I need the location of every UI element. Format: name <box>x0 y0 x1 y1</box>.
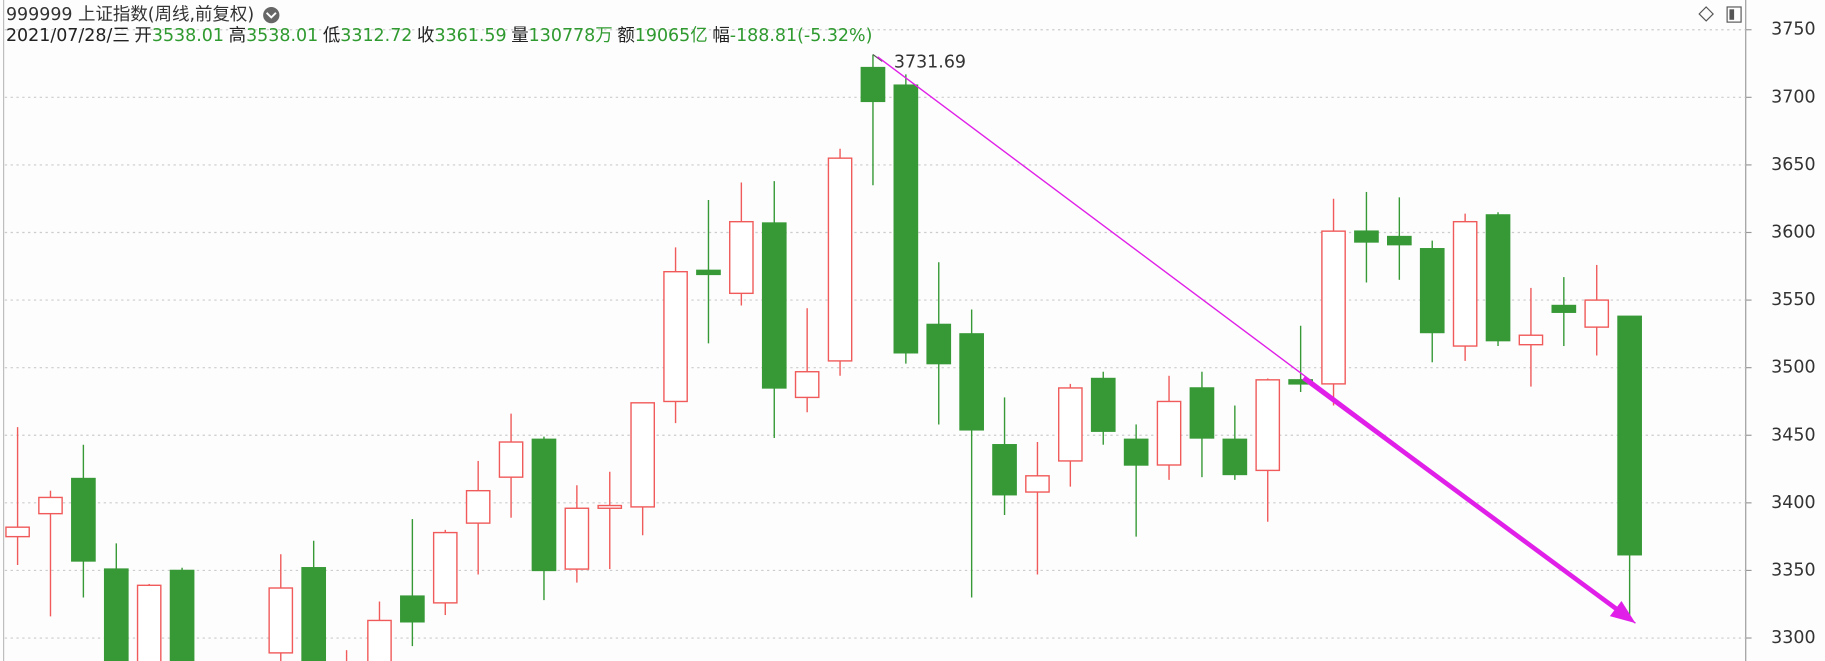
candle-body <box>465 489 491 524</box>
chart-title: 999999 上证指数(周线,前复权) <box>6 5 254 25</box>
candle-body <box>1617 315 1642 556</box>
y-tick-label: 3500 <box>1771 358 1815 378</box>
candle-body <box>367 619 392 661</box>
candle-body <box>103 568 129 661</box>
draw-icon[interactable] <box>1698 6 1714 22</box>
candle-body <box>1387 235 1412 246</box>
candle-body <box>564 507 590 570</box>
y-tick-label: 3650 <box>1771 155 1815 175</box>
candle-body <box>729 220 754 295</box>
y-tick-label: 3450 <box>1771 425 1815 445</box>
candle-body <box>71 477 96 562</box>
info-label: 量 <box>511 26 528 46</box>
info-value: 3538.01 <box>152 26 224 46</box>
y-tick-label: 3400 <box>1771 493 1815 513</box>
candle-body <box>136 584 162 661</box>
high-marker <box>872 54 883 62</box>
candle-body <box>597 504 623 509</box>
candle-body <box>827 157 853 362</box>
y-tick-label: 3550 <box>1771 290 1815 310</box>
candle-body <box>1518 334 1544 346</box>
info-line: 2021/07/28/三 开3538.01 高3538.01 低3312.72 收336… <box>6 26 872 46</box>
candle-body <box>1419 248 1445 334</box>
info-label: 高 <box>229 26 246 46</box>
candle-body <box>893 84 919 354</box>
candle-body <box>926 323 952 365</box>
dropdown-chevron <box>265 12 277 19</box>
y-tick-label: 3300 <box>1771 628 1815 648</box>
panel-icon-fill <box>1729 9 1735 20</box>
dropdown-icon[interactable] <box>263 6 280 24</box>
candle-body <box>1025 475 1050 493</box>
candle-body <box>301 567 327 661</box>
candle-body <box>663 271 688 403</box>
plot: 3300 3350 3400 3450 3500 3550 3600 3650 3700 3750… <box>4 20 1816 661</box>
candle-body <box>959 333 984 431</box>
candle-body <box>1255 379 1281 472</box>
arrow-head <box>1609 601 1636 624</box>
info-value: 3312.72 <box>340 26 412 46</box>
candle-body <box>992 444 1017 496</box>
candle-body <box>1123 438 1149 466</box>
candle-body <box>761 222 787 389</box>
candle-body <box>1551 304 1577 313</box>
annotation: 3731.69 <box>894 53 966 73</box>
info-value: -188.81(-5.32%) <box>730 26 873 46</box>
candle-body <box>268 587 294 654</box>
candle-body <box>1584 299 1610 328</box>
candle-body <box>498 441 524 478</box>
candle-body <box>1222 438 1248 476</box>
info-label: 收 <box>417 26 434 46</box>
candle-body <box>1189 387 1215 439</box>
info-label: 低 <box>323 26 340 46</box>
candle-body <box>630 402 656 508</box>
panel-icon[interactable] <box>1726 6 1742 23</box>
candle-body <box>1321 230 1346 385</box>
candle-body <box>400 595 425 623</box>
info-value: 2021/07/28/三 <box>6 26 130 46</box>
candle-body <box>169 569 195 661</box>
y-tick-label: 3600 <box>1771 222 1815 242</box>
candle-body <box>860 66 886 103</box>
candle-body <box>696 269 721 276</box>
candle-body <box>1485 214 1511 342</box>
info-label: 额 <box>617 26 634 46</box>
trend-arrow-thick <box>1302 376 1628 619</box>
info-value: 3361.59 <box>434 26 506 46</box>
candle-body <box>531 438 557 572</box>
info-label: 开 <box>134 26 151 46</box>
candle-body <box>5 526 30 538</box>
y-tick-label: 3700 <box>1771 87 1815 107</box>
info-label: 幅 <box>712 26 729 46</box>
y-tick-label: 3750 <box>1771 20 1815 40</box>
candle-body <box>1354 230 1379 243</box>
candle-body <box>1452 220 1478 347</box>
info-value: 3538.01 <box>246 26 318 46</box>
info-value: 130778万 <box>529 26 613 46</box>
candle-body <box>1058 387 1083 462</box>
candle-body <box>1156 400 1182 466</box>
y-tick-label: 3350 <box>1771 560 1815 580</box>
candle-body <box>1090 377 1116 432</box>
candle-body <box>432 531 458 604</box>
candle-body <box>794 371 820 399</box>
info-value: 19065亿 <box>635 26 708 46</box>
candle-body <box>38 496 63 515</box>
